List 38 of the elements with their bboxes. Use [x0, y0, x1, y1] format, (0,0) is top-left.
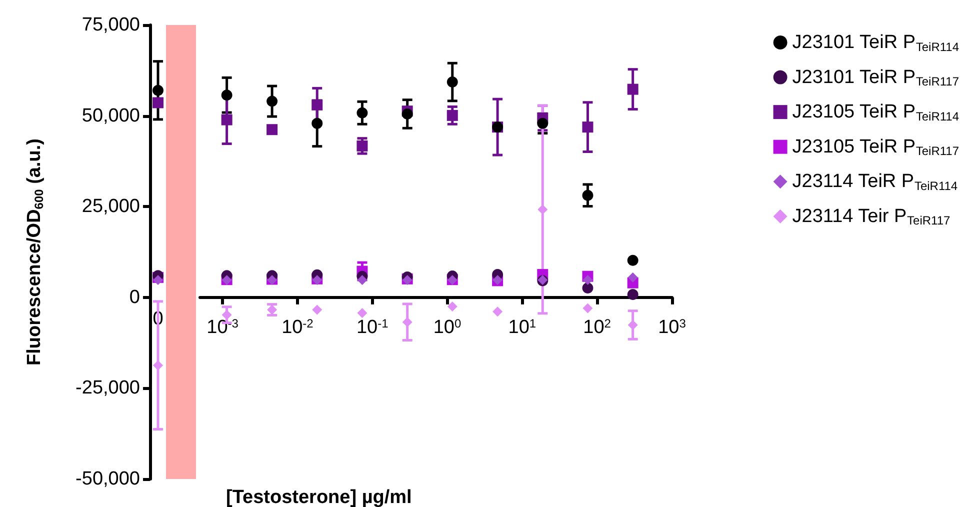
point [627, 84, 638, 95]
point [582, 303, 593, 314]
point [402, 108, 413, 120]
point [628, 272, 638, 282]
y-tick-label: -25,000 [76, 378, 140, 399]
point [446, 110, 458, 121]
y-tick-label: 0 [129, 286, 140, 308]
point [492, 306, 503, 317]
point [266, 124, 278, 136]
point [582, 282, 594, 294]
point [312, 304, 322, 315]
point [582, 274, 593, 285]
point [537, 118, 548, 129]
point [357, 308, 368, 318]
point [312, 118, 323, 129]
y-tick-label: 75,000 [82, 14, 140, 36]
y-axis-title: Fluorescence/OD600 (a.u.) [24, 138, 46, 366]
point [628, 320, 638, 330]
point [582, 122, 594, 133]
point [402, 317, 412, 328]
point [538, 204, 548, 215]
point [627, 254, 638, 266]
point [221, 114, 232, 126]
y-tick-label: 25,000 [82, 196, 140, 218]
y-tick-label: -50,000 [76, 468, 140, 490]
point [627, 288, 638, 300]
x-axis-title: [Testosterone] µg/ml [226, 487, 412, 507]
point [582, 190, 594, 201]
y-tick-label: 50,000 [82, 105, 140, 126]
point [266, 96, 278, 107]
point [356, 140, 368, 152]
point [222, 310, 232, 320]
point [357, 274, 368, 285]
point [221, 90, 232, 101]
point [312, 99, 323, 110]
point [446, 76, 458, 88]
point [356, 107, 368, 118]
point [447, 301, 458, 312]
